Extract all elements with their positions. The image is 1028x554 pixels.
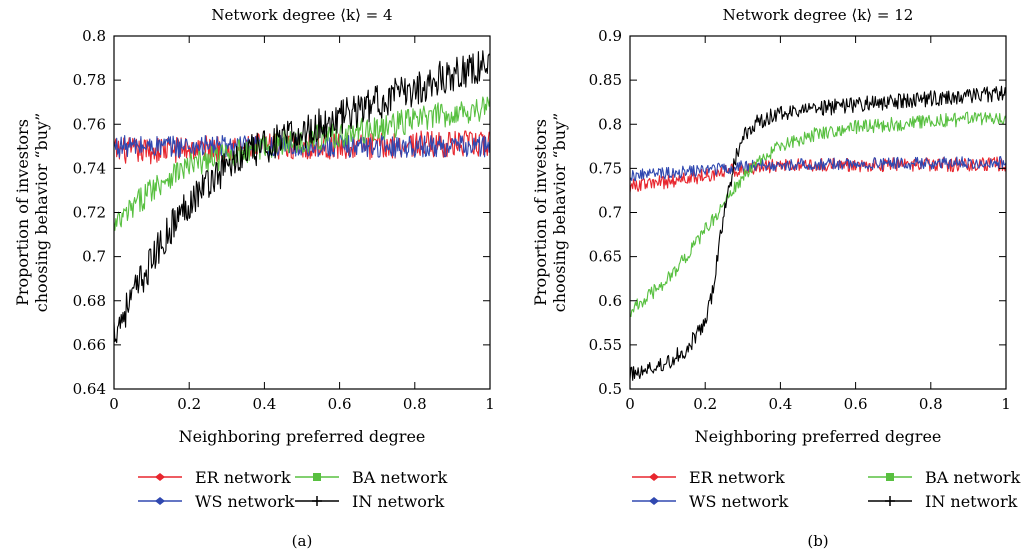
x-tick-label: 0.4 [252,395,276,413]
legend-entry-ws-network: WS network [689,492,789,511]
y-axis-label-line: choosing behavior “buy” [550,113,569,313]
x-tick-label: 0 [625,395,635,413]
legend-marker [312,496,322,506]
chart-panel-b: 0 0.2 0.4 0.6 0.8 1 0.5 0.55 0.6 0.65 0.7 0.75 0.8 0.… [531,6,1021,550]
plot-area [114,50,490,344]
y-tick-label: 0.6 [598,292,622,310]
legend-entry-ba-network: BA network [925,468,1021,487]
panel-caption-b: (b) [807,532,828,550]
y-tick-label: 0.68 [73,292,106,310]
x-axis-label: Neighboring preferred degree [179,427,426,446]
x-tick-label: 0.6 [328,395,352,413]
y-axis-label: Proportion of investorschoosing behavior… [531,113,569,313]
x-tick-label: 0.2 [177,395,201,413]
y-tick-label: 0.74 [73,159,106,177]
x-tick-label: 0.6 [844,395,868,413]
panel-caption-a: (a) [292,532,313,550]
legend-marker [313,473,321,481]
y-tick-label: 0.8 [82,27,106,45]
legend-entry-er-network: ER network [689,468,785,487]
plot-area [630,85,1006,381]
plot-frame [629,35,1007,390]
legend-entry-ba-network: BA network [352,468,448,487]
y-tick-label: 0.75 [589,159,622,177]
legend-marker [649,497,659,505]
x-tick-label: 1 [1001,395,1011,413]
legend-marker [649,473,659,481]
plot-frame [113,35,491,390]
series-line-ba-network [630,111,1006,318]
legend: ER network WS network BA network IN network [138,468,448,511]
legend-entry-in-network: IN network [925,492,1018,511]
y-tick-label: 0.7 [82,248,106,266]
y-tick-label: 0.78 [73,71,106,89]
x-tick-label: 0.2 [693,395,717,413]
series-line-ws-network [630,156,1006,182]
x-tick-label: 1 [485,395,495,413]
y-tick-label: 0.66 [73,336,106,354]
legend-marker [885,496,895,506]
chart-panel-a: 0 0.2 0.4 0.6 0.8 1 0.64 0.66 0.68 0.7 0.72 0.74 0.7… [13,6,495,550]
x-axis-label: Neighboring preferred degree [695,427,942,446]
y-tick-label: 0.55 [589,336,622,354]
y-tick-label: 0.65 [589,248,622,266]
y-axis-label-line: Proportion of investors [13,119,32,306]
legend-entry-in-network: IN network [352,492,445,511]
legend-marker [155,497,165,505]
y-tick-label: 0.72 [73,204,106,222]
chart-title: Network degree ⟨k⟩ = 12 [723,6,914,24]
chart-title: Network degree ⟨k⟩ = 4 [211,6,392,24]
x-tick-label: 0 [109,395,119,413]
y-tick-label: 0.85 [589,71,622,89]
y-tick-label: 0.64 [73,380,106,398]
x-tick-label: 0.4 [768,395,792,413]
y-axis-label-line: Proportion of investors [531,119,550,306]
y-tick-label: 0.9 [598,27,622,45]
y-axis-label: Proportion of investorschoosing behavior… [13,113,51,313]
y-tick-label: 0.8 [598,115,622,133]
legend-entry-ws-network: WS network [195,492,295,511]
legend-entry-er-network: ER network [195,468,291,487]
series-line-in-network [630,85,1006,381]
x-tick-label: 0.8 [919,395,943,413]
y-tick-label: 0.7 [598,204,622,222]
series-line-ba-network [114,96,490,231]
x-tick-label: 0.8 [403,395,427,413]
y-tick-label: 0.5 [598,380,622,398]
series-line-in-network [114,50,490,344]
legend-marker [886,473,894,481]
y-axis-label-line: choosing behavior “buy” [32,113,51,313]
legend-marker [155,473,165,481]
legend: ER network WS network BA network IN network [632,468,1021,511]
y-tick-label: 0.76 [73,115,106,133]
